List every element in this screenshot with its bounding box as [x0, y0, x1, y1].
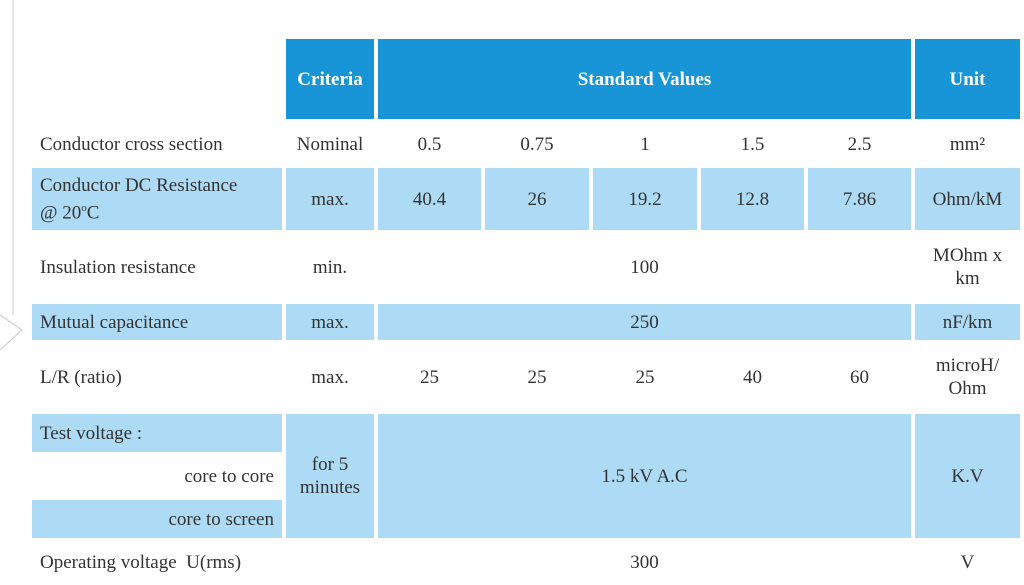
- row-dc-resistance-label: Conductor DC Resistance @ 20oC: [32, 168, 282, 230]
- row-dc-resistance-value: 26: [485, 168, 589, 230]
- row-dc-resistance-label-line2: @ 20oC: [40, 197, 99, 224]
- row-dc-resistance-label-suffix: C: [86, 202, 100, 224]
- row-dc-resistance-value: 40.4: [378, 168, 481, 230]
- row-dc-resistance-criteria: max.: [286, 168, 374, 230]
- row-capacitance-value: 250: [378, 304, 911, 340]
- row-dc-resistance-value: 12.8: [701, 168, 804, 230]
- row-cross-section-value: 2.5: [847, 133, 872, 155]
- row-cross-section-unit: mm²: [949, 133, 986, 155]
- row-cross-section-value: 0.5: [417, 133, 442, 155]
- row-dc-resistance-label-line1: Conductor DC Resistance: [40, 174, 238, 196]
- row-lr-value: 25: [420, 366, 439, 388]
- row-cross-section-label: Conductor cross section: [40, 133, 223, 155]
- row-lr-unit-line2: Ohm: [948, 378, 987, 399]
- row-lr-value: 25: [527, 366, 547, 388]
- row-lr-label: L/R (ratio): [40, 366, 122, 388]
- row-operating-voltage-label: Operating voltage U(rms): [40, 551, 242, 573]
- row-cross-section-value: 1: [640, 133, 650, 155]
- row-test-voltage-sub1: core to core: [184, 465, 274, 487]
- decorative-curve: [0, 0, 23, 351]
- row-insulation-label: Insulation resistance: [40, 256, 196, 278]
- row-test-voltage-criteria-line2: minutes: [299, 477, 361, 498]
- header-unit: Unit: [915, 39, 1020, 119]
- row-capacitance-unit: nF/km: [915, 304, 1020, 340]
- degree-sup: o: [81, 201, 87, 214]
- row-lr-value: 40: [743, 366, 762, 388]
- row-insulation-unit-line2: km: [955, 268, 980, 289]
- row-test-voltage-label: Test voltage :: [32, 414, 282, 452]
- row-operating-voltage-value: 300: [630, 551, 659, 573]
- row-test-voltage-sub2: core to screen: [32, 500, 282, 538]
- header-criteria: Criteria: [286, 39, 374, 119]
- row-cross-section-criteria: Nominal: [296, 133, 364, 155]
- row-insulation-value: 100: [630, 256, 659, 278]
- row-lr-unit-line1: microH/: [935, 355, 1000, 376]
- row-test-voltage-criteria-line1: for 5: [311, 454, 349, 475]
- row-cross-section-value: 0.75: [520, 133, 554, 155]
- row-test-voltage-unit: K.V: [915, 414, 1020, 538]
- row-insulation-unit: MOhm x km: [915, 234, 1020, 300]
- row-capacitance-criteria: max.: [286, 304, 374, 340]
- row-lr-unit: microH/ Ohm: [915, 344, 1020, 410]
- row-dc-resistance-value: 7.86: [808, 168, 911, 230]
- row-lr-value: 25: [635, 366, 655, 388]
- row-dc-resistance-unit: Ohm/kM: [915, 168, 1020, 230]
- row-insulation-unit-line1: MOhm x: [932, 245, 1003, 266]
- header-standard-values: Standard Values: [378, 39, 911, 119]
- row-lr-value: 60: [850, 366, 869, 388]
- row-operating-voltage-unit: V: [960, 551, 975, 573]
- row-insulation-criteria: min.: [312, 256, 348, 278]
- row-lr-criteria: max.: [311, 366, 349, 388]
- row-cross-section-value: 1.5: [740, 133, 765, 155]
- row-dc-resistance-label-prefix: @ 20: [40, 202, 82, 224]
- row-dc-resistance-value: 19.2: [593, 168, 697, 230]
- row-test-voltage-value: 1.5 kV A.C: [378, 414, 911, 538]
- row-capacitance-label: Mutual capacitance: [32, 304, 282, 340]
- row-test-voltage-criteria: for 5 minutes: [286, 414, 374, 538]
